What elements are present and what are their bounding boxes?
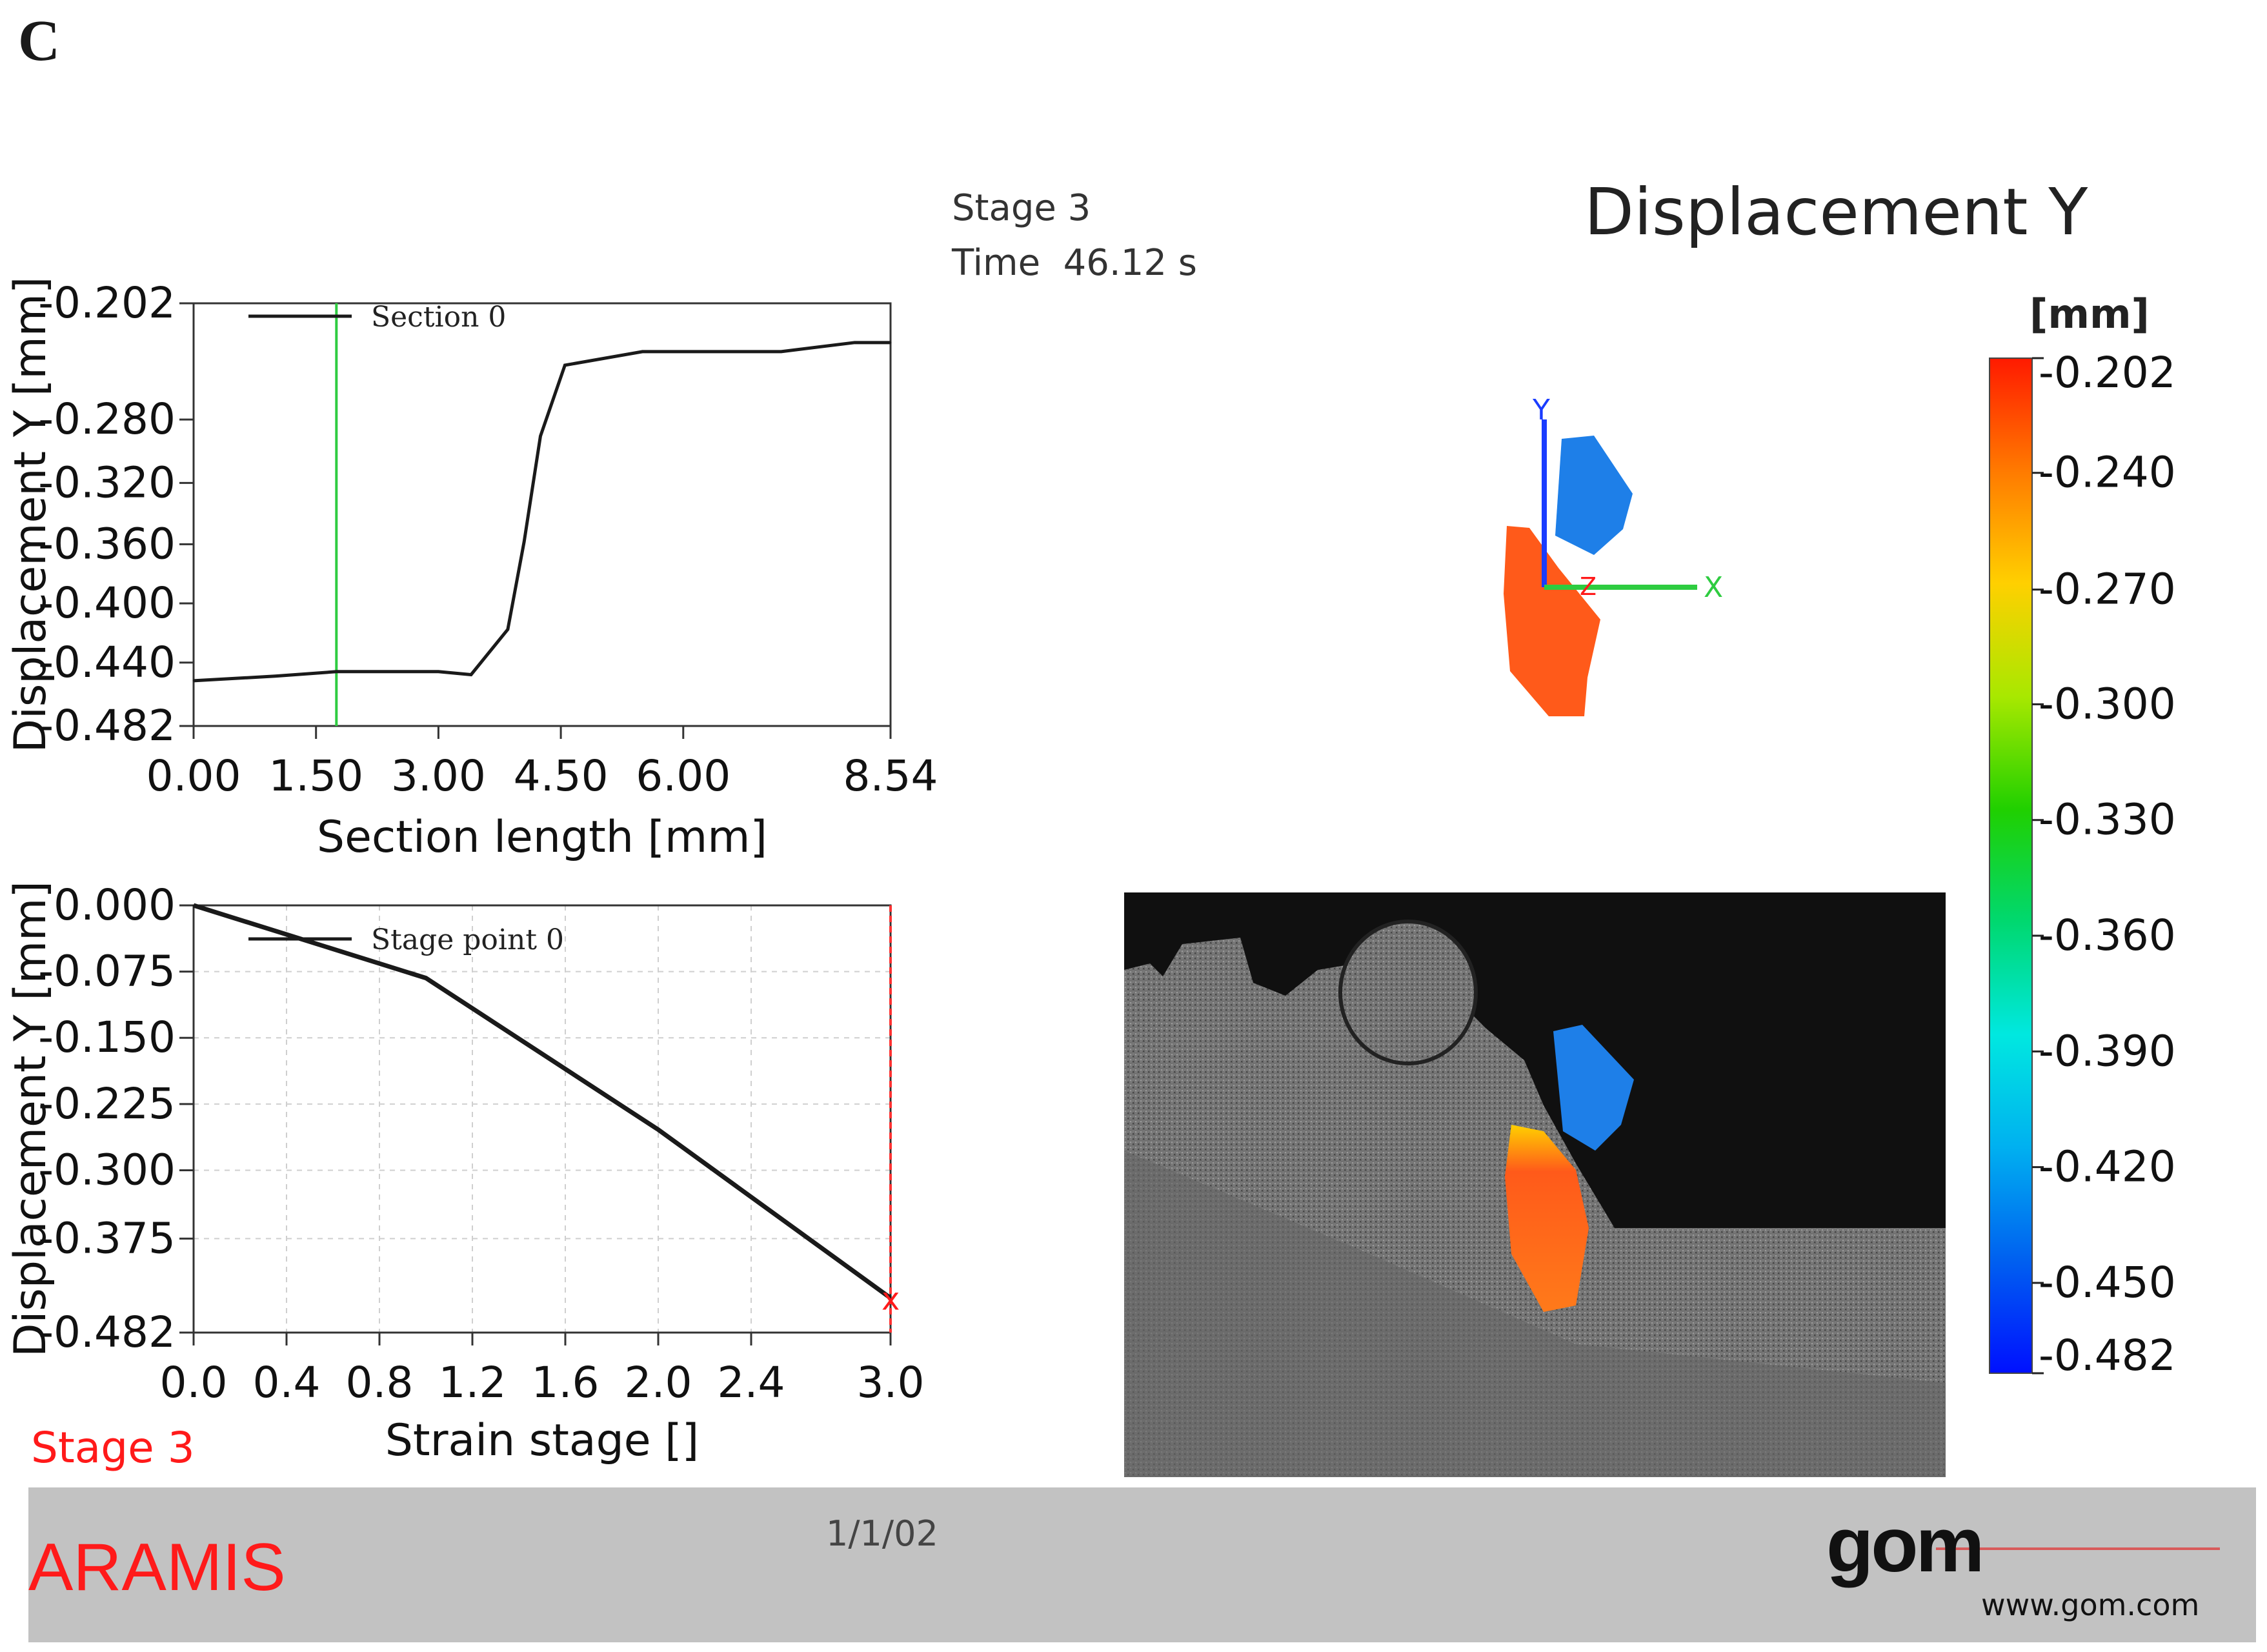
x-tick-label: 3.0 (857, 1358, 925, 1407)
data-point (539, 435, 541, 438)
logo-line (1936, 1547, 2220, 1550)
panel-letter: C (18, 9, 60, 73)
data-point (192, 904, 195, 907)
y-tick-label: -0.482 (38, 701, 176, 750)
website: www.gom.com (1981, 1587, 2200, 1622)
field-plot (1504, 436, 1633, 716)
stage-label: Stage 3 (952, 187, 1091, 229)
x-tick-label: 0.00 (146, 751, 241, 801)
legend-label: Section 0 (371, 301, 506, 334)
y-tick-label: -0.440 (38, 638, 176, 687)
x-tick-label: 4.50 (514, 751, 609, 801)
y-axis-label: Y (1532, 394, 1550, 427)
data-point (889, 1296, 892, 1299)
data-point (274, 675, 276, 678)
data-point (425, 977, 427, 980)
footer-date: 1/1/02 (826, 1513, 938, 1554)
y-axis-title: Displacement Y [mm] (5, 277, 56, 753)
plot-frame (192, 302, 892, 727)
x-tick-label: 0.0 (160, 1358, 228, 1407)
x-tick-label: 0.8 (346, 1358, 414, 1407)
x-tick-label: 6.00 (636, 751, 730, 801)
data-point (641, 350, 644, 353)
colorbar-tick-label: -0.240 (2039, 448, 2176, 498)
y-tick-label: 0.000 (54, 880, 176, 930)
y-tick-label: -0.320 (38, 458, 176, 507)
data-point (335, 670, 338, 673)
x-tick-label: 1.6 (532, 1358, 599, 1407)
data-point (780, 350, 783, 353)
y-tick-label: -0.300 (38, 1145, 176, 1194)
colorbar-tick-label: -0.360 (2039, 911, 2176, 960)
colorbar-tick-label: -0.482 (2039, 1331, 2176, 1380)
x-tick-label: 3.00 (391, 751, 486, 801)
red-region (1504, 526, 1600, 716)
end-marker: x (882, 1281, 900, 1317)
data-point (192, 680, 195, 682)
data-point (470, 673, 472, 676)
legend-label: Stage point 0 (371, 923, 564, 956)
colorbar-tick-label: -0.330 (2039, 795, 2176, 845)
x-tick-label: 1.50 (268, 751, 363, 801)
y-tick-label: -0.360 (38, 519, 176, 569)
colorbar-tick-label: -0.202 (2039, 348, 2176, 398)
time-label: Time 46.12 s (952, 242, 1197, 284)
x-tick-label: 1.2 (439, 1358, 507, 1407)
data-point (507, 628, 509, 630)
colorbar-tick-label: -0.450 (2039, 1258, 2176, 1307)
chart-2: 0.000 -0.075 -0.150 -0.225 -0.300 -0.375 -0.48… (5, 880, 924, 1466)
data-point (889, 341, 892, 344)
y-tick-label: -0.375 (38, 1213, 176, 1263)
colorbar-unit: [mm] (2030, 290, 2150, 337)
data-point (853, 341, 856, 344)
chart-1: -0.202 -0.280 -0.320 -0.360 -0.400 -0.440 -0.4… (5, 277, 938, 863)
data-point (437, 670, 439, 673)
brand-name: ARAMIS (28, 1530, 286, 1605)
x-tick-label: 2.0 (625, 1358, 692, 1407)
current-stage-label: Stage 3 (31, 1423, 195, 1473)
y-tick-label: -0.482 (38, 1307, 176, 1357)
colorbar-title: Displacement Y (1584, 174, 2088, 250)
x-axis-title: Strain stage [] (385, 1415, 700, 1466)
x-tick-label: 0.4 (253, 1358, 321, 1407)
data-point (563, 364, 566, 367)
colorbar-tick-label: -0.300 (2039, 679, 2176, 729)
blue-region (1555, 436, 1633, 555)
y-axis-title: Displacement Y [mm] (5, 881, 56, 1357)
x-tick-label: 8.54 (843, 751, 938, 801)
specimen-photo-graphic (1124, 892, 1946, 1477)
gom-logo: gom (1826, 1502, 1984, 1588)
data-point (523, 541, 525, 543)
y-tick-label: -0.400 (38, 578, 176, 628)
y-tick-label: -0.225 (38, 1079, 176, 1129)
colorbar-tick-label: -0.270 (2039, 565, 2176, 614)
x-axis-title: Section length [mm] (317, 812, 767, 863)
y-tick-label: -0.075 (38, 947, 176, 996)
colorbar-tick-label: -0.420 (2039, 1142, 2176, 1192)
data-point (657, 1128, 660, 1131)
plot-frame (192, 904, 892, 1334)
specimen-photo (1124, 892, 1946, 1477)
x-tick-label: 2.4 (718, 1358, 785, 1407)
z-axis-label: Z (1580, 572, 1597, 601)
colorbar-ramp (1989, 358, 2033, 1374)
footer-bar (28, 1487, 2256, 1642)
colorbar-tick-label: -0.390 (2039, 1026, 2176, 1076)
series-line (192, 903, 892, 1300)
y-tick-label: -0.150 (38, 1012, 176, 1062)
x-axis-label: X (1704, 571, 1723, 604)
y-tick-label: -0.202 (38, 278, 176, 328)
y-tick-label: -0.280 (38, 394, 176, 444)
